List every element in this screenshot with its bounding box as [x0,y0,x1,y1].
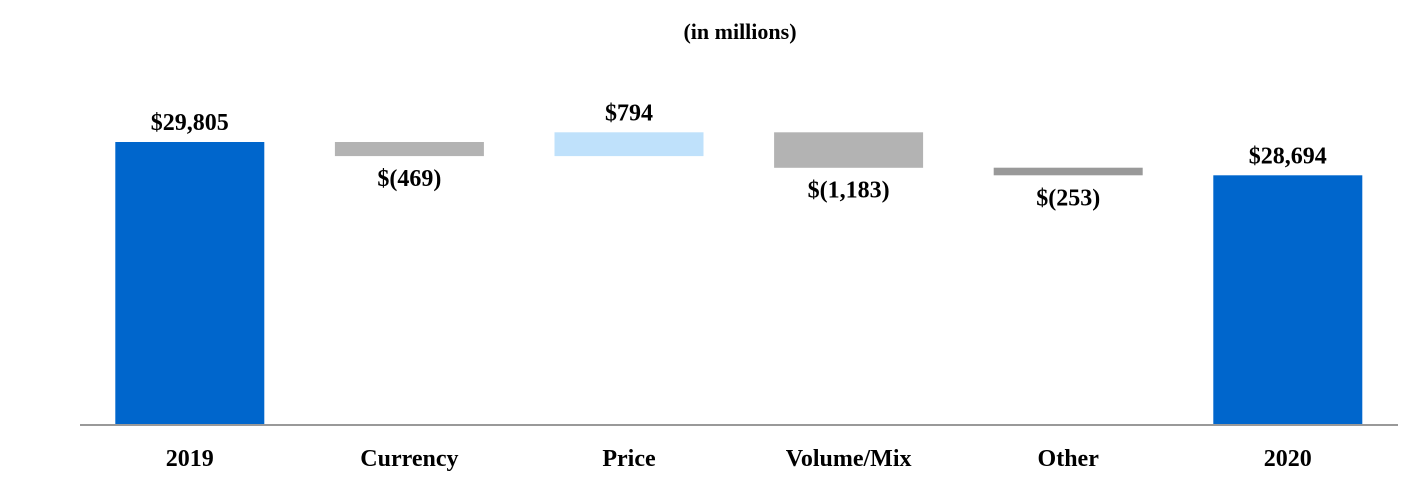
category-label: Volume/Mix [786,446,912,472]
category-label: 2019 [166,446,214,472]
bar-other [993,167,1143,176]
value-label: $29,805 [151,110,229,136]
bar-currency [334,142,484,157]
value-label: $(1,183) [808,178,890,204]
bar-2020 [1213,175,1363,425]
bar-price [554,132,704,157]
category-label: Other [1038,446,1100,472]
value-label: $794 [605,100,653,126]
category-label: Price [602,446,656,472]
value-label: $(469) [377,166,441,192]
bars-layer [115,132,1363,425]
value-label: $(253) [1036,185,1100,211]
category-label: Currency [360,446,458,472]
bar-volume-mix [774,132,924,168]
value-label: $28,694 [1249,143,1327,169]
bar-2019 [115,142,265,425]
labels-layer: $29,805 2019 $(469) Currency $794 Price $(1,18… [151,100,1327,472]
category-label: 2020 [1264,446,1312,472]
chart-subtitle: (in millions) [683,19,796,44]
